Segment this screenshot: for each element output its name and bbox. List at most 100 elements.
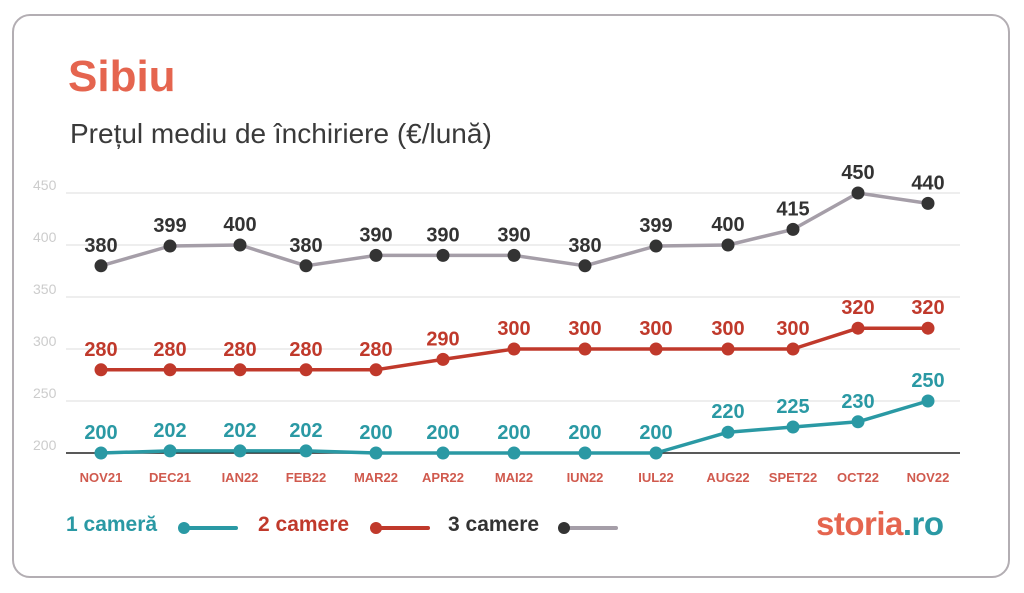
x-tick-label: MAI22	[495, 470, 533, 485]
x-tick-label: DEC21	[149, 470, 191, 485]
data-point-one_room	[721, 425, 735, 439]
data-label-one_room: 200	[359, 422, 392, 444]
data-label-three_rooms: 440	[911, 172, 944, 194]
x-tick-label: NOV21	[80, 470, 123, 485]
data-label-one_room: 250	[911, 370, 944, 392]
data-label-two_rooms: 280	[84, 339, 117, 361]
data-point-three_rooms	[921, 196, 935, 210]
x-tick-label: APR22	[422, 470, 464, 485]
data-label-two_rooms: 280	[153, 339, 186, 361]
data-label-three_rooms: 390	[426, 224, 459, 246]
data-label-two_rooms: 300	[568, 318, 601, 340]
data-label-three_rooms: 399	[153, 215, 186, 237]
legend-label-one-room: 1 cameră	[66, 513, 158, 536]
data-label-three_rooms: 380	[568, 235, 601, 257]
x-tick-label: MAR22	[354, 470, 398, 485]
data-label-three_rooms: 380	[84, 235, 117, 257]
data-point-two_rooms	[233, 363, 247, 377]
data-point-two_rooms	[721, 342, 735, 356]
data-label-two_rooms: 300	[639, 318, 672, 340]
x-tick-label: IAN22	[222, 470, 259, 485]
data-point-two_rooms	[507, 342, 521, 356]
x-tick-label: OCT22	[837, 470, 879, 485]
data-label-two_rooms: 300	[711, 318, 744, 340]
data-label-two_rooms: 280	[223, 339, 256, 361]
x-tick-label: AUG22	[706, 470, 749, 485]
data-point-two_rooms	[578, 342, 592, 356]
y-tick-label: 300	[33, 333, 57, 349]
data-point-two_rooms	[369, 363, 383, 377]
data-point-one_room	[436, 446, 450, 460]
data-label-three_rooms: 399	[639, 215, 672, 237]
data-label-one_room: 230	[841, 391, 874, 413]
data-label-three_rooms: 380	[289, 235, 322, 257]
data-point-three_rooms	[721, 238, 735, 252]
data-point-three_rooms	[507, 248, 521, 262]
legend-marker-two-rooms	[370, 522, 430, 534]
data-label-three_rooms: 450	[841, 162, 874, 184]
data-point-three_rooms	[163, 239, 177, 253]
data-point-one_room	[163, 444, 177, 458]
data-point-three_rooms	[436, 248, 450, 262]
legend-label-three-rooms: 3 camere	[448, 513, 540, 536]
data-label-two_rooms: 320	[841, 297, 874, 319]
data-label-three_rooms: 400	[223, 214, 256, 236]
data-label-one_room: 200	[426, 422, 459, 444]
legend-label-two-rooms: 2 camere	[258, 513, 350, 536]
legend-marker-three-rooms	[558, 522, 618, 534]
data-point-two_rooms	[649, 342, 663, 356]
data-point-two_rooms	[163, 363, 177, 377]
logo-text-storia: storia	[816, 505, 903, 542]
data-label-two_rooms: 290	[426, 328, 459, 350]
data-point-three_rooms	[233, 238, 247, 252]
data-label-one_room: 225	[776, 396, 809, 418]
data-point-two_rooms	[851, 321, 865, 335]
y-tick-label: 400	[33, 229, 57, 245]
data-label-one_room: 202	[223, 420, 256, 442]
data-label-one_room: 200	[568, 422, 601, 444]
data-point-one_room	[851, 415, 865, 429]
data-point-two_rooms	[94, 363, 108, 377]
x-tick-label: IUL22	[638, 470, 673, 485]
data-point-one_room	[299, 444, 313, 458]
data-point-one_room	[507, 446, 521, 460]
data-point-three_rooms	[94, 259, 108, 273]
data-label-three_rooms: 415	[776, 198, 809, 220]
data-label-one_room: 200	[497, 422, 530, 444]
chart-card	[12, 14, 1010, 578]
data-point-three_rooms	[649, 239, 663, 253]
data-point-three_rooms	[786, 222, 800, 236]
data-label-two_rooms: 280	[289, 339, 322, 361]
chart-subtitle: Prețul mediu de închiriere (€/lună)	[70, 118, 492, 149]
chart-title: Sibiu	[68, 52, 176, 101]
data-label-two_rooms: 300	[776, 318, 809, 340]
y-tick-label: 450	[33, 177, 57, 193]
x-tick-label: SPET22	[769, 470, 817, 485]
x-tick-label: NOV22	[907, 470, 950, 485]
data-label-three_rooms: 390	[497, 224, 530, 246]
data-point-three_rooms	[299, 259, 313, 273]
data-point-one_room	[921, 394, 935, 408]
data-point-one_room	[649, 446, 663, 460]
data-label-two_rooms: 300	[497, 318, 530, 340]
x-tick-label: IUN22	[567, 470, 604, 485]
data-label-one_room: 202	[153, 420, 186, 442]
logo-text-ro: .ro	[902, 505, 944, 542]
data-label-one_room: 200	[84, 422, 117, 444]
data-label-three_rooms: 390	[359, 224, 392, 246]
data-point-two_rooms	[299, 363, 313, 377]
data-point-one_room	[578, 446, 592, 460]
data-label-three_rooms: 400	[711, 214, 744, 236]
data-point-one_room	[94, 446, 108, 460]
data-label-two_rooms: 280	[359, 339, 392, 361]
data-point-two_rooms	[786, 342, 800, 356]
data-point-three_rooms	[578, 259, 592, 273]
data-point-one_room	[786, 420, 800, 434]
data-point-two_rooms	[921, 321, 935, 335]
y-tick-label: 350	[33, 281, 57, 297]
data-point-two_rooms	[436, 352, 450, 366]
data-label-two_rooms: 320	[911, 297, 944, 319]
data-point-one_room	[233, 444, 247, 458]
data-point-three_rooms	[369, 248, 383, 262]
